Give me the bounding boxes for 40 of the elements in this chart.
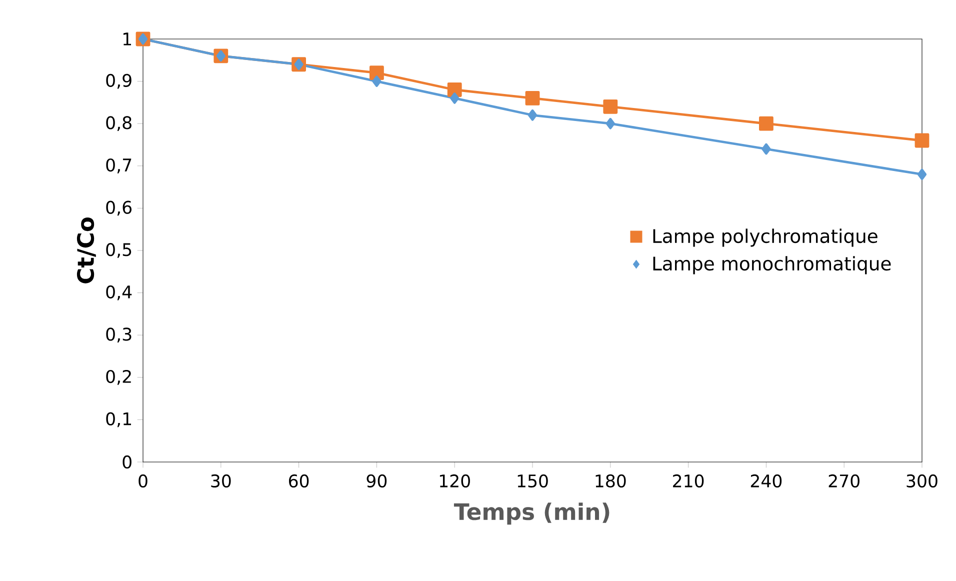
point [528,109,538,121]
y-tick-label: 0,7 [106,158,132,174]
point [603,99,618,114]
point [762,143,771,155]
x-tick-label: 30 [211,474,231,488]
point [759,116,774,131]
y-tick-label: 0,1 [106,412,132,428]
y-tick-label: 0,8 [106,116,132,132]
y-tick-label: 0,6 [106,200,132,216]
legend-label: Lampe polychromatique [653,228,878,247]
point [525,91,540,106]
point [372,76,382,87]
legend-label: Lampe monochromatique [653,256,891,274]
point [294,58,304,70]
x-tick-label: 210 [673,474,704,488]
y-tick-label: 0,3 [106,328,132,343]
x-tick-label: 60 [288,474,309,488]
y-tick-label: 1 [123,32,132,46]
y-tick-label: 0,2 [106,370,131,385]
point [216,50,226,62]
point [914,133,930,148]
y-tick-label: 0,5 [106,243,132,258]
y-axis-title: Ct/Co [76,217,96,284]
x-tick-label: 300 [906,474,938,488]
x-tick-label: 120 [440,474,470,488]
x-tick-label: 150 [518,474,548,488]
point [450,92,460,104]
x-tick-label: 270 [828,474,860,488]
point [606,118,615,130]
y-tick-label: 0,9 [106,74,132,89]
y-tick-label: 0,4 [106,285,132,300]
x-tick-label: 90 [366,474,387,488]
point [370,66,384,80]
point [917,168,927,180]
y-tick-label: 0 [122,455,132,469]
point [447,82,462,97]
x-tick-label: 180 [596,474,626,488]
x-axis-title: Temps (min) [454,502,610,525]
x-tick-label: 0 [138,474,148,488]
x-tick-label: 240 [750,474,782,488]
